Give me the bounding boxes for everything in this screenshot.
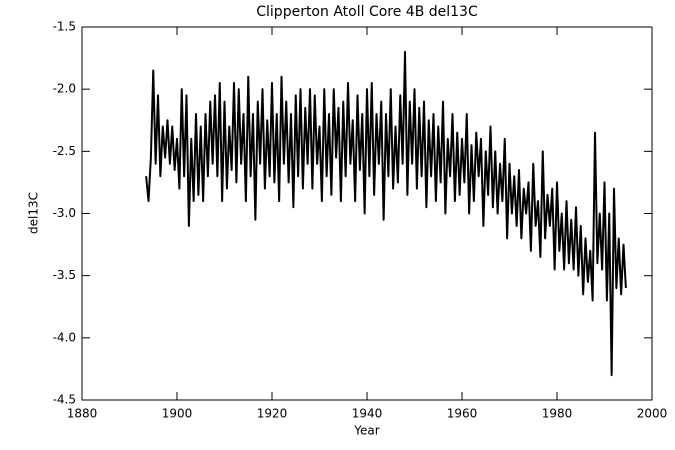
data-line [145, 50, 627, 377]
chart-title: Clipperton Atoll Core 4B del13C [256, 4, 478, 20]
y-tick-label: -3.0 [53, 206, 76, 220]
y-tick-label: -4.5 [53, 393, 76, 407]
y-tick-label: -2.0 [53, 82, 76, 96]
x-tick-label: 1940 [352, 407, 383, 421]
y-tick-label: -3.5 [53, 268, 76, 282]
x-tick-label: 1960 [447, 407, 478, 421]
x-tick-label: 1900 [162, 407, 193, 421]
y-axis-label: del13C [27, 192, 41, 234]
x-tick-label: 1920 [257, 407, 288, 421]
x-tick-label: 2000 [637, 407, 668, 421]
y-tick-label: -1.5 [53, 20, 76, 34]
y-tick-label: -4.0 [53, 330, 76, 344]
x-axis-label: Year [353, 424, 379, 438]
x-tick-label: 1980 [542, 407, 573, 421]
x-tick-label: 1880 [67, 407, 98, 421]
y-tick-label: -2.5 [53, 144, 76, 158]
